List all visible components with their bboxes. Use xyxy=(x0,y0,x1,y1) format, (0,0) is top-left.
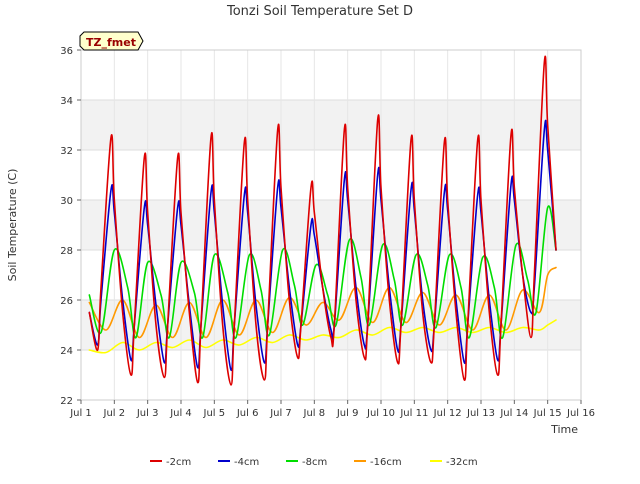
y-tick-label: 34 xyxy=(60,96,73,107)
y-axis-ticks: 22 24 26 28 30 32 34 36 xyxy=(60,46,81,407)
legend-item: -16cm xyxy=(354,457,402,468)
y-axis-label: Soil Temperature (C) xyxy=(6,169,19,282)
y-tick-label: 22 xyxy=(60,396,73,407)
background-band xyxy=(81,200,581,250)
background-band xyxy=(81,100,581,150)
y-tick-label: 36 xyxy=(60,46,73,57)
legend-label: -16cm xyxy=(370,457,402,468)
y-tick-label: 30 xyxy=(60,196,73,207)
x-tick-label: Jul 10 xyxy=(366,408,395,419)
x-tick-label: Jul 6 xyxy=(236,408,259,419)
y-tick-label: 26 xyxy=(60,296,73,307)
x-tick-label: Jul 5 xyxy=(203,408,226,419)
x-tick-label: Jul 4 xyxy=(169,408,192,419)
legend-label: -8cm xyxy=(302,457,327,468)
x-tick-label: Jul 8 xyxy=(303,408,326,419)
legend-item: -8cm xyxy=(286,457,327,468)
y-tick-label: 28 xyxy=(60,246,73,257)
plot-frame xyxy=(80,49,582,401)
legend-item: -2cm xyxy=(150,457,191,468)
x-axis-label: Time xyxy=(550,423,578,436)
x-tick-label: Jul 13 xyxy=(466,408,495,419)
x-tick-label: Jul 1 xyxy=(69,408,92,419)
x-tick-label: Jul 7 xyxy=(269,408,292,419)
chart-title: Tonzi Soil Temperature Set D xyxy=(226,4,413,19)
series-line-minus-2cm xyxy=(88,55,557,386)
x-tick-label: Jul 9 xyxy=(336,408,359,419)
x-tick-label: Jul 14 xyxy=(499,408,528,419)
y-tick-label: 32 xyxy=(60,146,73,157)
x-axis-ticks: Jul 1 Jul 2 Jul 3 Jul 4 Jul 5 Jul 6 Jul 7 Jul 8… xyxy=(69,400,595,419)
annotation-box: TZ_fmet xyxy=(79,31,144,51)
x-tick-label: Jul 2 xyxy=(103,408,126,419)
legend: -2cm -4cm -8cm -16cm -32cm xyxy=(150,457,478,468)
legend-item: -4cm xyxy=(218,457,259,468)
legend-label: -4cm xyxy=(234,457,259,468)
legend-label: -2cm xyxy=(166,457,191,468)
x-tick-label: Jul 12 xyxy=(433,408,462,419)
y-tick-label: 24 xyxy=(60,346,73,357)
x-tick-label: Jul 3 xyxy=(136,408,159,419)
series-layer xyxy=(88,55,557,386)
x-tick-label: Jul 16 xyxy=(566,408,595,419)
x-tick-label: Jul 11 xyxy=(399,408,428,419)
legend-item: -32cm xyxy=(430,457,478,468)
x-tick-label: Jul 15 xyxy=(533,408,562,419)
annotation-box-shape xyxy=(79,31,144,51)
legend-label: -32cm xyxy=(446,457,478,468)
annotation-label: TZ_fmet xyxy=(86,36,136,49)
